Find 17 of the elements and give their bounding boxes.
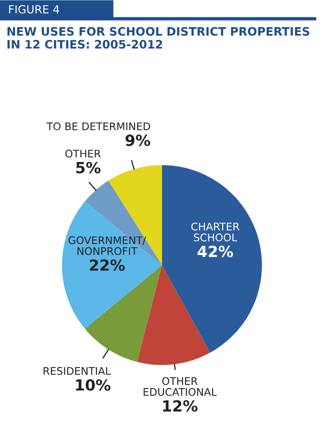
slice-label: OTHER EDUCATIONAL bbox=[144, 377, 217, 396]
data-label: 22% bbox=[90, 259, 125, 271]
data-label: 9% bbox=[126, 134, 150, 146]
slice-label: OTHER bbox=[65, 150, 101, 158]
caption: FIGURE 4 bbox=[9, 5, 60, 14]
data-label: 42% bbox=[198, 246, 234, 258]
slice-label: CHARTER SCHOOL bbox=[191, 222, 240, 242]
slice-label: TO BE DETERMINED bbox=[46, 122, 150, 130]
slice-label: RESIDENTIAL bbox=[44, 367, 111, 375]
slice-label: GOVERNMENT/ NONPROFIT bbox=[68, 236, 146, 256]
pie-slice bbox=[162, 165, 262, 353]
data-label: 12% bbox=[163, 400, 198, 412]
chart-title: NEW USES FOR SCHOOL DISTRICT PROPERTIES IN 12 CITIES: 2005-2012 bbox=[8, 27, 310, 49]
data-label: 5% bbox=[76, 162, 101, 174]
pie-slice bbox=[137, 265, 210, 366]
pie-slice bbox=[62, 201, 162, 329]
data-label: 10% bbox=[76, 379, 110, 391]
